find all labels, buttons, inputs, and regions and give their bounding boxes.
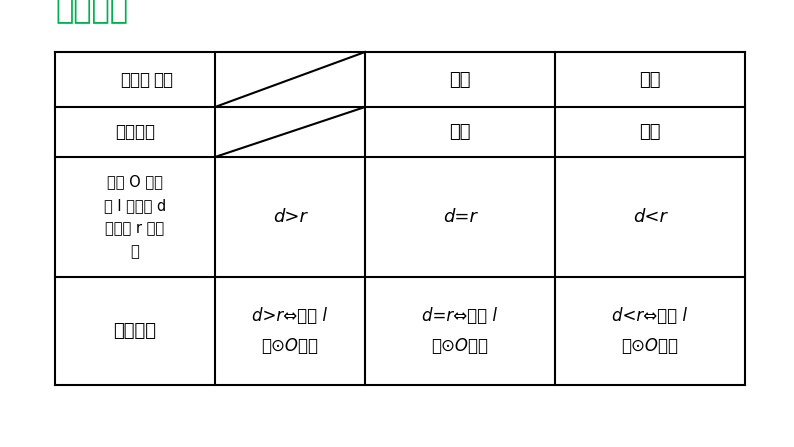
- Text: d>r⇔直线 l
与⊙O相离: d>r⇔直线 l 与⊙O相离: [252, 308, 327, 354]
- Text: 直线名称: 直线名称: [115, 123, 155, 141]
- Text: 圆心 O 到直
线 l 的距离 d
与半径 r 的关
系: 圆心 O 到直 线 l 的距离 d 与半径 r 的关 系: [104, 174, 166, 260]
- Text: d<r⇔直线 l
与⊙O相交: d<r⇔直线 l 与⊙O相交: [612, 308, 688, 354]
- Text: 交点: 交点: [639, 71, 661, 89]
- Text: 切点: 切点: [449, 71, 471, 89]
- Text: 等价关系: 等价关系: [114, 322, 156, 340]
- Text: d=r⇔直线 l
与⊙O相切: d=r⇔直线 l 与⊙O相切: [422, 308, 498, 354]
- Text: 切线: 切线: [449, 123, 471, 141]
- Text: 感悟新知: 感悟新知: [55, 0, 128, 25]
- Text: 公共点: 公共点: [120, 71, 150, 89]
- Text: d<r: d<r: [633, 208, 667, 226]
- Text: 割线: 割线: [639, 123, 661, 141]
- Text: 名称: 名称: [153, 71, 173, 89]
- Text: d=r: d=r: [443, 208, 477, 226]
- Text: d>r: d>r: [273, 208, 307, 226]
